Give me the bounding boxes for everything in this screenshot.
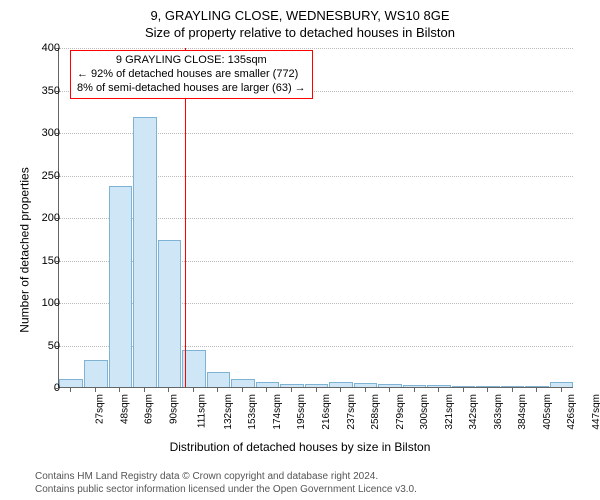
y-tick-label: 300: [10, 127, 60, 139]
x-tick-label: 384sqm: [517, 394, 528, 430]
histogram-bar: [329, 382, 353, 387]
y-tick-mark: [54, 91, 58, 92]
x-tick-label: 447sqm: [591, 394, 600, 430]
y-tick-label: 100: [10, 297, 60, 309]
y-tick-mark: [54, 303, 58, 304]
x-tick-mark: [193, 388, 194, 392]
histogram-bar: [158, 240, 182, 387]
annotation-line: 8% of semi-detached houses are larger (6…: [77, 82, 306, 96]
histogram-bar: [452, 386, 476, 387]
x-tick-label: 426sqm: [566, 394, 577, 430]
x-tick-label: 258sqm: [370, 394, 381, 430]
y-tick-label: 350: [10, 85, 60, 97]
y-tick-mark: [54, 48, 58, 49]
y-tick-mark: [54, 133, 58, 134]
x-tick-mark: [340, 388, 341, 392]
x-tick-label: 216sqm: [321, 394, 332, 430]
x-tick-label: 132sqm: [223, 394, 234, 430]
x-tick-label: 153sqm: [247, 394, 258, 430]
histogram-bar: [403, 385, 427, 387]
histogram-bar: [550, 382, 574, 387]
x-tick-label: 48sqm: [119, 394, 130, 424]
histogram-bar: [427, 385, 451, 387]
x-tick-mark: [487, 388, 488, 392]
x-tick-mark: [95, 388, 96, 392]
histogram-bar: [84, 360, 108, 387]
histogram-bar: [256, 382, 280, 387]
x-axis-label: Distribution of detached houses by size …: [0, 440, 600, 454]
histogram-bar: [378, 384, 402, 387]
chart-title-line1: 9, GRAYLING CLOSE, WEDNESBURY, WS10 8GE: [0, 8, 600, 23]
footer-line2: Contains public sector information licen…: [35, 484, 417, 495]
gridline: [59, 48, 573, 49]
x-tick-label: 111sqm: [197, 394, 208, 428]
annotation-box: 9 GRAYLING CLOSE: 135sqm← 92% of detache…: [70, 50, 313, 99]
x-tick-label: 363sqm: [493, 394, 504, 430]
y-tick-label: 50: [10, 340, 60, 352]
x-tick-mark: [389, 388, 390, 392]
footer-line1: Contains HM Land Registry data © Crown c…: [35, 471, 378, 482]
x-tick-mark: [242, 388, 243, 392]
histogram-bar: [305, 384, 329, 387]
x-tick-label: 300sqm: [419, 394, 430, 430]
histogram-bar: [231, 379, 255, 387]
x-tick-mark: [536, 388, 537, 392]
x-tick-mark: [365, 388, 366, 392]
x-tick-label: 405sqm: [542, 394, 553, 430]
y-tick-mark: [54, 261, 58, 262]
y-tick-label: 250: [10, 170, 60, 182]
x-tick-mark: [316, 388, 317, 392]
histogram-bar: [501, 386, 525, 387]
y-tick-label: 150: [10, 255, 60, 267]
histogram-bar: [207, 372, 231, 387]
y-tick-mark: [54, 346, 58, 347]
histogram-bar: [59, 379, 83, 388]
y-tick-mark: [54, 176, 58, 177]
x-tick-label: 279sqm: [395, 394, 406, 430]
x-tick-label: 69sqm: [144, 394, 155, 424]
histogram-bar: [133, 117, 157, 387]
x-tick-mark: [266, 388, 267, 392]
x-tick-label: 321sqm: [444, 394, 455, 430]
x-tick-mark: [561, 388, 562, 392]
histogram-bar: [354, 383, 378, 387]
x-tick-mark: [512, 388, 513, 392]
annotation-line: 9 GRAYLING CLOSE: 135sqm: [77, 54, 306, 68]
x-tick-mark: [70, 388, 71, 392]
x-tick-label: 342sqm: [468, 394, 479, 430]
histogram-bar: [109, 186, 133, 387]
x-tick-mark: [463, 388, 464, 392]
x-tick-label: 174sqm: [272, 394, 283, 430]
x-tick-mark: [217, 388, 218, 392]
chart-title-line2: Size of property relative to detached ho…: [0, 25, 600, 40]
x-tick-mark: [438, 388, 439, 392]
x-tick-label: 237sqm: [346, 394, 357, 430]
x-tick-mark: [144, 388, 145, 392]
x-tick-label: 90sqm: [168, 394, 179, 424]
y-tick-mark: [54, 218, 58, 219]
y-tick-label: 0: [10, 382, 60, 394]
y-tick-label: 200: [10, 212, 60, 224]
x-tick-label: 195sqm: [297, 394, 308, 430]
x-tick-mark: [168, 388, 169, 392]
histogram-bar: [476, 386, 500, 387]
y-tick-label: 400: [10, 42, 60, 54]
x-tick-mark: [291, 388, 292, 392]
x-tick-label: 27sqm: [95, 394, 106, 424]
x-tick-mark: [414, 388, 415, 392]
y-tick-mark: [54, 388, 58, 389]
histogram-bar: [280, 384, 304, 387]
annotation-line: ← 92% of detached houses are smaller (77…: [77, 68, 306, 82]
histogram-bar: [525, 386, 549, 387]
x-tick-mark: [119, 388, 120, 392]
